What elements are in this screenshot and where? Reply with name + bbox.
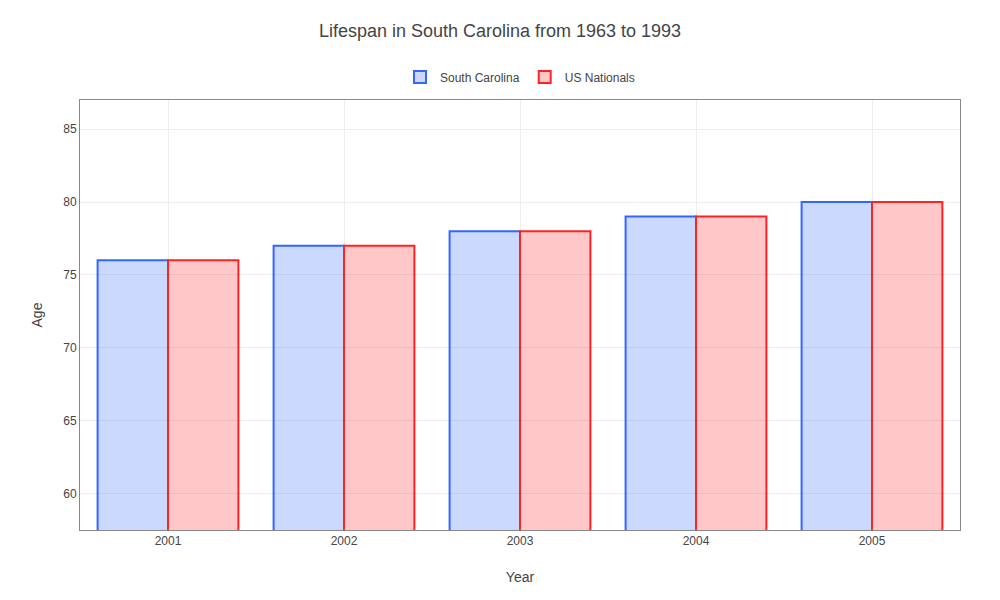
svg-text:75: 75 [63, 268, 77, 282]
svg-text:2003: 2003 [507, 534, 534, 548]
svg-text:US Nationals: US Nationals [565, 71, 635, 85]
svg-text:2002: 2002 [331, 534, 358, 548]
svg-text:Lifespan in South Carolina fro: Lifespan in South Carolina from 1963 to … [319, 21, 681, 41]
svg-text:Age: Age [29, 302, 45, 327]
svg-text:70: 70 [63, 341, 77, 355]
svg-text:80: 80 [63, 195, 77, 209]
svg-text:Year: Year [506, 569, 535, 585]
svg-text:85: 85 [63, 122, 77, 136]
svg-text:65: 65 [63, 414, 77, 428]
svg-text:South Carolina: South Carolina [440, 71, 520, 85]
svg-text:2004: 2004 [683, 534, 710, 548]
svg-text:60: 60 [63, 487, 77, 501]
svg-text:2005: 2005 [859, 534, 886, 548]
svg-text:2001: 2001 [155, 534, 182, 548]
